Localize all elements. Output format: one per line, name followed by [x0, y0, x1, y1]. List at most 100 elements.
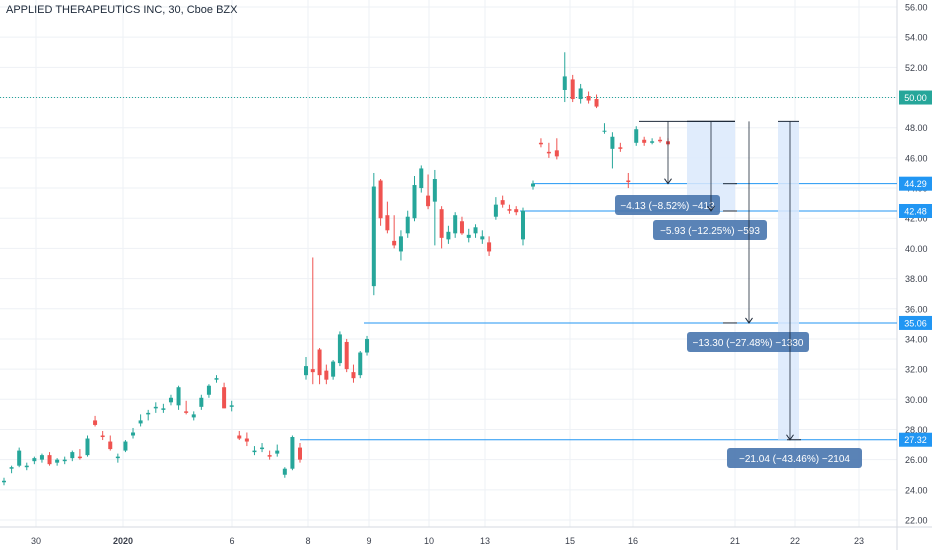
x-tick-label: 8 — [305, 536, 310, 546]
candle-body — [275, 450, 280, 454]
measure-arrow-head — [707, 205, 715, 212]
candle-body — [168, 397, 173, 403]
candle-body — [138, 420, 143, 424]
candle-body — [324, 370, 329, 380]
candle-body — [304, 366, 308, 376]
candle-body — [385, 215, 390, 231]
candle-body — [392, 240, 397, 246]
candle-body — [610, 136, 615, 149]
candle-body — [24, 465, 29, 468]
x-tick-label: 15 — [565, 536, 575, 546]
price-level-tag — [899, 432, 932, 447]
candle-body — [521, 210, 525, 240]
y-tick-label: 40.00 — [905, 244, 928, 254]
candle-body — [500, 200, 505, 205]
candle-body — [115, 456, 120, 459]
y-tick-label: 42.00 — [905, 214, 928, 224]
candle-body — [459, 221, 464, 234]
candle-body — [453, 215, 458, 234]
measure-label: −4.13 (−8.52%) −413 — [620, 201, 715, 212]
x-tick-label: 21 — [730, 536, 740, 546]
candle-body — [538, 142, 543, 145]
candle-body — [32, 458, 37, 462]
candle-body — [290, 437, 295, 469]
candle-body — [586, 96, 591, 101]
candle-body — [176, 387, 181, 406]
y-tick-label: 36.00 — [905, 304, 928, 314]
candle-body — [244, 438, 249, 442]
candle-body — [252, 450, 257, 453]
candle-body — [473, 227, 478, 234]
y-tick-label: 28.00 — [905, 425, 928, 435]
candle-body — [206, 385, 211, 395]
candle-body — [378, 180, 383, 219]
candle-body — [650, 141, 655, 143]
price-level-tag — [899, 176, 932, 191]
candle-body — [214, 378, 219, 380]
candle-body — [371, 186, 376, 287]
candle-body — [405, 216, 410, 234]
candle-body — [351, 372, 356, 379]
y-tick-label: 32.00 — [905, 365, 928, 375]
candle-body — [634, 129, 639, 143]
candle-body — [146, 412, 151, 415]
candle-body — [546, 151, 551, 154]
candle-body — [658, 139, 663, 142]
y-tick-label: 38.00 — [905, 274, 928, 284]
y-tick-label: 54.00 — [905, 33, 928, 43]
candle-body — [554, 150, 559, 157]
candle-body — [466, 234, 471, 238]
price-level-label: 50.00 — [904, 93, 927, 103]
candle-body — [570, 79, 575, 100]
candle-body — [562, 76, 567, 90]
candle-body — [17, 450, 22, 466]
y-tick-label: 52.00 — [905, 63, 928, 73]
measure-label: −21.04 (−43.46%) −2104 — [739, 454, 850, 465]
candle-body — [123, 441, 128, 451]
candle-body — [229, 405, 234, 407]
candle-body — [594, 99, 599, 107]
x-tick-label: 23 — [854, 536, 864, 546]
candle-body — [480, 236, 485, 240]
candle-body — [432, 179, 437, 202]
x-tick-label: 30 — [31, 536, 41, 546]
candle-body — [602, 130, 607, 132]
candle-body — [9, 467, 14, 469]
price-level-label: 35.06 — [904, 318, 927, 328]
candle-body — [93, 420, 98, 425]
candle-body — [507, 209, 512, 211]
candle-body — [331, 361, 336, 377]
chart-title: APPLIED THERAPEUTICS INC, 30, Cboe BZX — [6, 4, 238, 16]
candle-body — [161, 408, 166, 410]
candle-body — [131, 432, 136, 436]
candle-body — [237, 435, 242, 439]
candle-body — [70, 452, 75, 459]
measure-zone — [778, 121, 799, 440]
y-tick-label: 56.00 — [905, 3, 928, 13]
candle-body — [39, 455, 44, 460]
candle-body — [47, 455, 52, 465]
price-level-label: 27.32 — [904, 435, 927, 445]
candle-body — [100, 435, 105, 438]
x-tick-label: 16 — [628, 536, 638, 546]
candle-body — [493, 204, 498, 217]
y-tick-label: 24.00 — [905, 485, 928, 495]
candle-body — [365, 338, 370, 353]
x-tick-label: 22 — [790, 536, 800, 546]
candle-body — [298, 447, 302, 460]
measure-label-box — [653, 220, 767, 240]
candle-body — [108, 441, 113, 450]
y-tick-label: 46.00 — [905, 153, 928, 163]
measure-label-box — [615, 195, 720, 215]
candle-body — [412, 185, 417, 219]
x-tick-label: 13 — [480, 536, 490, 546]
candle-body — [344, 341, 349, 370]
price-level-tag — [899, 203, 932, 218]
measure-arrow-head — [664, 178, 672, 185]
x-tick-label: 9 — [366, 536, 371, 546]
price-level-label: 42.48 — [904, 206, 927, 216]
measure-label: −5.93 (−12.25%) −593 — [660, 226, 760, 237]
candle-body — [282, 468, 287, 475]
candle-body — [77, 456, 82, 459]
